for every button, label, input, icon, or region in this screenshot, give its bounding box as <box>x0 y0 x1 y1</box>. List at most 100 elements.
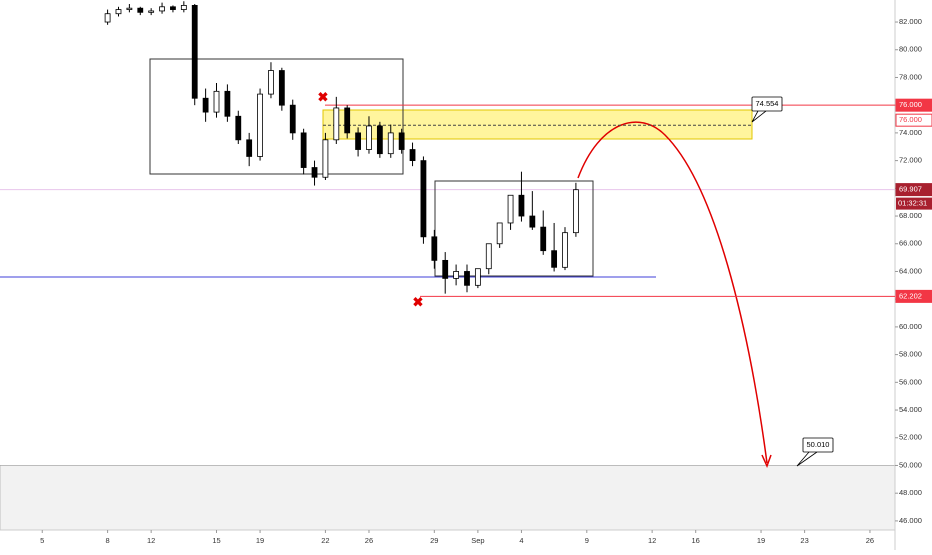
countdown-tag <box>896 197 932 210</box>
x-tick-label: 19 <box>256 536 264 545</box>
y-tick-label: 48.000 <box>899 488 922 497</box>
x-tick-label: 19 <box>757 536 765 545</box>
price-tag-label: 76.000 <box>899 115 922 124</box>
x-tick-label: 12 <box>648 536 656 545</box>
candle-body <box>191 5 198 99</box>
candle-body <box>496 222 503 245</box>
x-tick-label: 16 <box>692 536 700 545</box>
target-zone <box>0 465 896 531</box>
candle-body <box>366 125 372 150</box>
candle-body <box>540 226 547 252</box>
candle-body <box>431 236 438 261</box>
x-tick-label: Sep <box>471 536 484 545</box>
y-tick-label: 46.000 <box>899 516 922 525</box>
candle-body <box>420 160 427 238</box>
x-mark: ✖ <box>318 89 329 104</box>
candle-body <box>246 139 253 157</box>
candle-body <box>409 149 416 162</box>
candle-body <box>507 194 514 224</box>
y-tick-label: 54.000 <box>899 405 922 414</box>
x-tick-label: 22 <box>321 536 329 545</box>
x-tick-label: 5 <box>40 536 44 545</box>
callout-label: 50.010 <box>807 440 830 449</box>
price-tag <box>895 289 932 303</box>
candle-body <box>322 139 329 178</box>
x-tick-label: 26 <box>866 536 874 545</box>
y-tick-label: 58.000 <box>899 350 922 359</box>
candle-body <box>137 7 144 13</box>
y-tick-label: 82.000 <box>899 17 922 26</box>
candle-body <box>442 259 449 279</box>
candle-body <box>159 6 165 12</box>
y-tick-label: 80.000 <box>899 45 922 54</box>
candle-body <box>464 271 470 286</box>
candle-body <box>224 90 231 117</box>
y-tick-label: 56.000 <box>899 377 922 386</box>
candle-body <box>311 167 318 178</box>
candle-body <box>376 125 383 155</box>
candle-body <box>235 115 242 141</box>
callout-label: 74.554 <box>756 99 779 108</box>
y-tick-label: 64.000 <box>899 266 922 275</box>
candle-body <box>518 194 525 217</box>
candle-body <box>300 132 307 168</box>
candle-body <box>398 132 405 150</box>
price-tag <box>895 183 932 197</box>
candle-body <box>529 215 536 228</box>
candle-body <box>257 93 263 157</box>
candle-body <box>170 6 176 10</box>
candle-body <box>180 5 187 10</box>
price-tag-label: 76.000 <box>899 100 922 109</box>
candle-body <box>115 9 122 15</box>
candle-body <box>474 268 481 286</box>
y-tick-label: 52.000 <box>899 433 922 442</box>
y-tick-label: 72.000 <box>899 156 922 165</box>
x-tick-label: 9 <box>585 536 589 545</box>
supply-zone <box>322 109 753 140</box>
candle-body <box>148 10 155 13</box>
x-tick-label: 29 <box>430 536 438 545</box>
x-tick-label: 8 <box>106 536 110 545</box>
price-tag-label: 69.907 <box>899 185 922 194</box>
candle-body <box>202 97 209 113</box>
callout-pointer <box>751 110 767 123</box>
candle-body <box>562 232 568 268</box>
y-tick-label: 66.000 <box>899 239 922 248</box>
y-tick-label: 60.000 <box>899 322 922 331</box>
candle-body <box>289 104 296 134</box>
candle-body <box>268 70 274 95</box>
candle-body <box>126 7 133 10</box>
candle-body <box>387 132 394 155</box>
callout-box <box>802 437 834 453</box>
candle-body <box>213 90 220 113</box>
candle-body <box>551 250 558 268</box>
x-tick-label: 23 <box>800 536 808 545</box>
y-tick-label: 50.000 <box>899 460 922 469</box>
candle-body <box>278 70 285 106</box>
callout-box <box>751 96 783 112</box>
y-tick-label: 78.000 <box>899 72 922 81</box>
price-tag-label: 62.202 <box>899 291 922 300</box>
candle-body <box>355 132 361 150</box>
x-tick-label: 15 <box>212 536 220 545</box>
x-tick-label: 26 <box>365 536 373 545</box>
y-tick-label: 74.000 <box>899 128 922 137</box>
candle-body <box>485 243 492 270</box>
candle-body <box>453 271 460 279</box>
x-tick-label: 4 <box>519 536 523 545</box>
x-tick-label: 12 <box>147 536 155 545</box>
x-mark: ✖ <box>413 294 424 309</box>
arrow-head <box>761 454 772 468</box>
price-tag <box>895 113 932 127</box>
candle-body <box>344 107 351 134</box>
candle-body <box>573 189 579 234</box>
range-box <box>434 180 594 277</box>
candle-body <box>333 107 340 141</box>
y-tick-label: 68.000 <box>899 211 922 220</box>
callout-pointer <box>796 451 818 467</box>
candle-body <box>104 13 111 23</box>
range-box <box>149 58 404 175</box>
price-tag <box>895 98 932 112</box>
countdown: 01:32:31 <box>898 199 927 208</box>
